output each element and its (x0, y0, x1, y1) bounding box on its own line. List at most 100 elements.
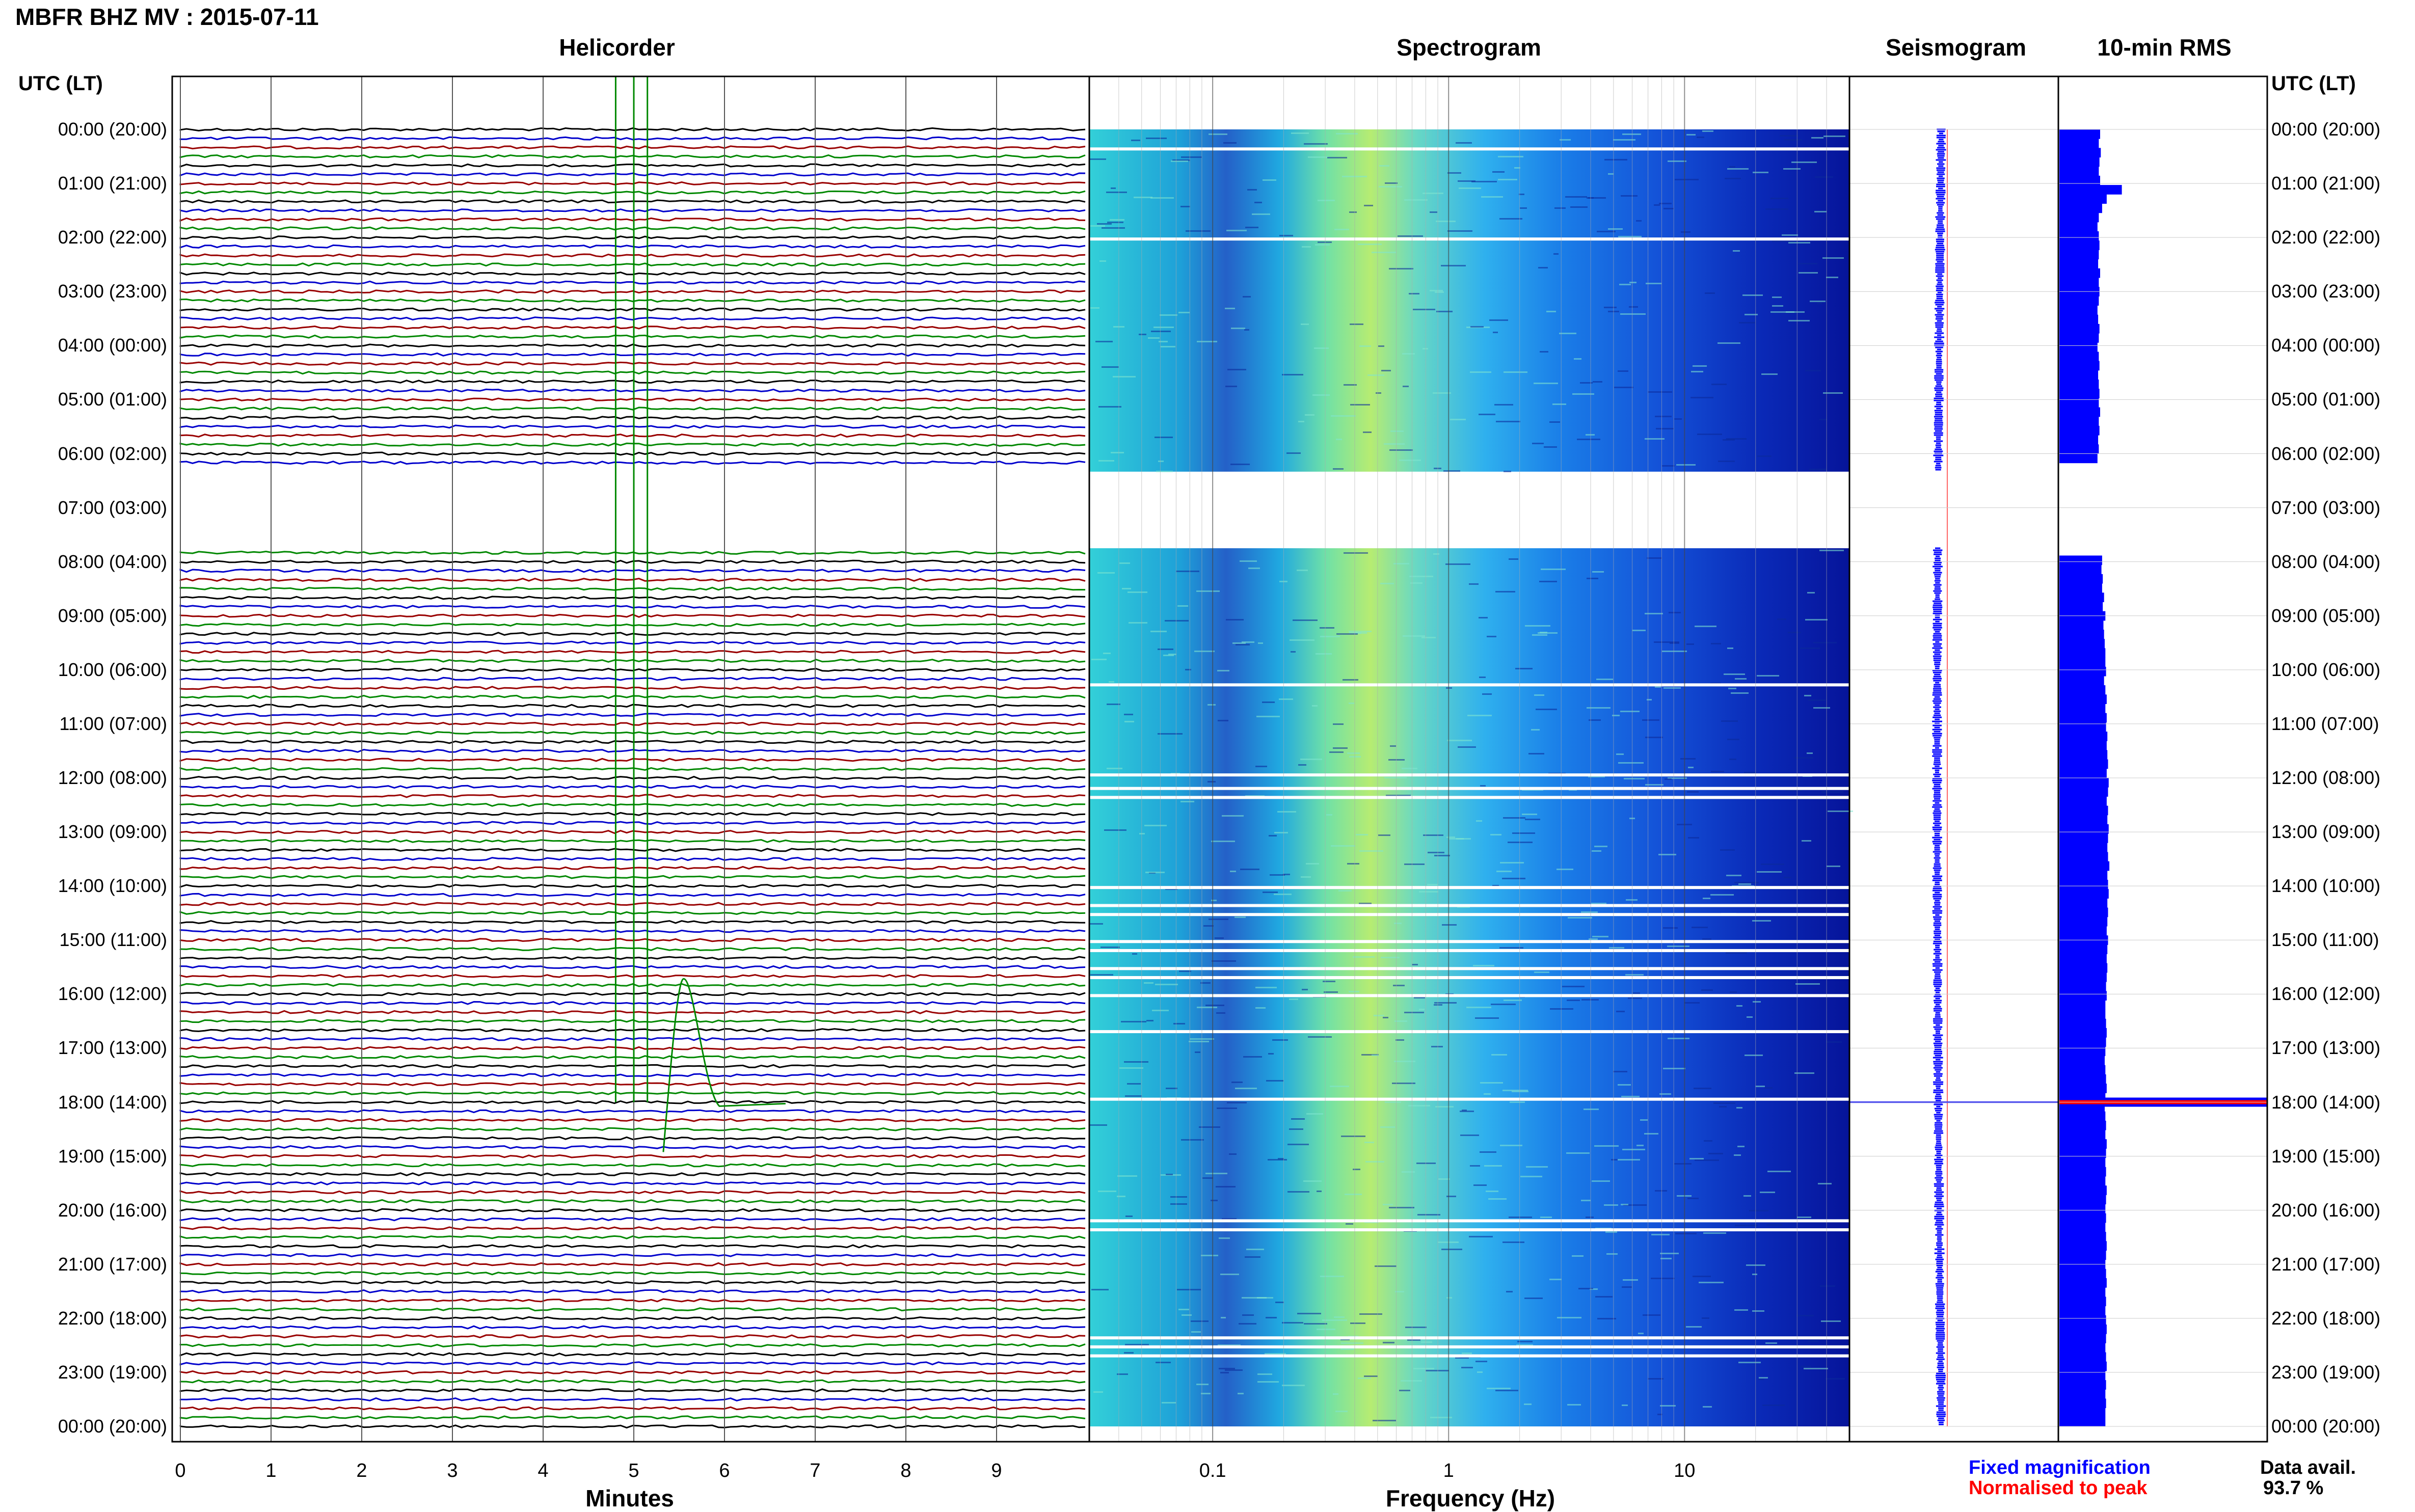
spectrogram-speckle (1479, 617, 1488, 618)
spectrogram-speckle (1544, 446, 1557, 448)
spectrogram-speckle (1144, 825, 1167, 826)
spectrogram-speckle (1462, 1353, 1472, 1354)
spectrogram-gap-stripe (1089, 904, 1849, 907)
spectrogram-speckle (1524, 1298, 1543, 1299)
helicorder-trace (179, 947, 1086, 951)
helicorder-plot (179, 76, 1086, 1442)
spectrogram-speckle (1353, 956, 1375, 958)
helicorder-trace (179, 767, 1086, 771)
spectrogram-speckle (1227, 369, 1246, 370)
spectrogram-speckle (1255, 766, 1267, 767)
spectrogram-speckle (1686, 1326, 1702, 1328)
spectrogram-speckle (1718, 342, 1740, 344)
time-label-left: 00:00 (20:00) (58, 1416, 167, 1437)
spectrogram-speckle (1381, 370, 1391, 371)
spectrogram-speckle (1710, 894, 1734, 896)
spectrogram-speckle (1291, 1118, 1305, 1120)
rms-bar (2059, 314, 2099, 325)
spectrogram-speckle (1403, 386, 1409, 387)
spectrogram-speckle (1772, 296, 1782, 298)
rms-bar (2059, 166, 2099, 176)
spectrogram-speckle (1144, 982, 1153, 984)
rms-bar (2059, 1398, 2106, 1409)
time-label-right: 08:00 (04:00) (2271, 551, 2381, 572)
spectrogram-speckle (1549, 421, 1560, 423)
spectrogram-speckle (1621, 1096, 1640, 1097)
helicorder-trace (179, 1262, 1086, 1266)
spectrogram-speckle (1491, 1054, 1507, 1056)
spectrogram-speckle (1475, 1017, 1499, 1019)
spectrogram-speckle (1703, 1232, 1726, 1234)
spectrogram-speckle (1819, 550, 1844, 551)
spectrogram-speckle (1502, 1241, 1524, 1243)
rms-bar (2059, 583, 2102, 593)
spectrogram-speckle (1235, 916, 1246, 918)
helicorder-trace (179, 253, 1086, 258)
spectrogram-speckle (1703, 898, 1710, 899)
spectrogram-speckle (1613, 139, 1635, 141)
minute-tick-label: 8 (900, 1460, 911, 1481)
time-label-right: 11:00 (07:00) (2271, 713, 2379, 734)
helicorder-trace (179, 271, 1086, 276)
rms-bar (2059, 1028, 2107, 1038)
spectrogram-speckle (1230, 464, 1250, 465)
helicorder-trace (179, 632, 1086, 636)
spectrogram-speckle (1499, 218, 1522, 220)
spectrogram-speckle (1263, 179, 1276, 181)
spectrogram-speckle (1217, 1108, 1237, 1109)
spectrogram-speckle (1592, 850, 1601, 852)
rms-bar (2059, 972, 2107, 982)
time-label-right: 16:00 (12:00) (2271, 983, 2381, 1005)
spectrogram-speckle (1796, 1315, 1814, 1316)
helicorder-trace (180, 821, 1086, 825)
spectrogram-speckle (1587, 707, 1611, 709)
helicorder-trace (179, 1001, 1086, 1006)
spectrogram-speckle (1338, 890, 1352, 892)
spectrogram-gap-stripe (1089, 940, 1849, 943)
spectrogram-speckle (1365, 1161, 1384, 1163)
spectrogram-speckle (1161, 346, 1175, 347)
rms-bar (2059, 1167, 2106, 1177)
spectrogram-speckle (1179, 970, 1191, 972)
time-label-right: 00:00 (20:00) (2271, 119, 2381, 140)
spectrogram-speckle (1618, 236, 1642, 237)
spectrogram-speckle (1340, 1348, 1354, 1350)
spectrogram-speckle (1538, 632, 1558, 634)
spectrogram-speckle (1745, 314, 1758, 315)
spectrogram-speckle (1225, 308, 1235, 309)
minute-tick-label: 7 (810, 1460, 821, 1481)
spectrogram-speckle (1528, 753, 1544, 754)
spectrogram-speckle (1320, 1276, 1344, 1277)
spectrogram-speckle (1593, 381, 1602, 383)
spectrogram-speckle (1374, 1015, 1384, 1016)
spectrogram-speckle (1786, 790, 1802, 791)
spectrogram-speckle (1385, 1101, 1401, 1103)
rms-bar (2059, 778, 2109, 788)
rms-bar (2059, 416, 2099, 426)
helicorder-trace (179, 803, 1086, 807)
spectrogram-speckle (1404, 1012, 1424, 1013)
spectrogram-speckle (1648, 391, 1672, 393)
rms-bar (2059, 240, 2100, 250)
spectrogram-speckle (1378, 834, 1390, 836)
spectrogram-speckle (1091, 1289, 1109, 1290)
time-label-left: 01:00 (21:00) (58, 173, 167, 194)
spectrogram-speckle (1333, 747, 1348, 749)
helicorder-trace (179, 1334, 1086, 1339)
helicorder-trace (179, 1226, 1086, 1231)
spectrogram-speckle (1648, 1378, 1663, 1380)
spectrogram-speckle (1493, 332, 1498, 333)
spectrogram-speckle (1408, 1105, 1430, 1106)
spectrogram-speckle (1358, 244, 1382, 245)
helicorder-trace (179, 434, 1086, 438)
helicorder-trace (179, 857, 1086, 861)
spectrogram-speckle (1628, 997, 1642, 999)
spectrogram-speckle (1587, 578, 1598, 579)
spectrogram-speckle (1347, 752, 1360, 754)
rms-bar (2059, 666, 2106, 677)
spectrogram-speckle (1745, 1055, 1763, 1056)
spectrogram-speckle (1165, 888, 1177, 890)
spectrogram-speckle (1177, 605, 1188, 607)
helicorder-trace (179, 586, 1086, 591)
spectrogram-gap-stripe (1089, 147, 1849, 151)
